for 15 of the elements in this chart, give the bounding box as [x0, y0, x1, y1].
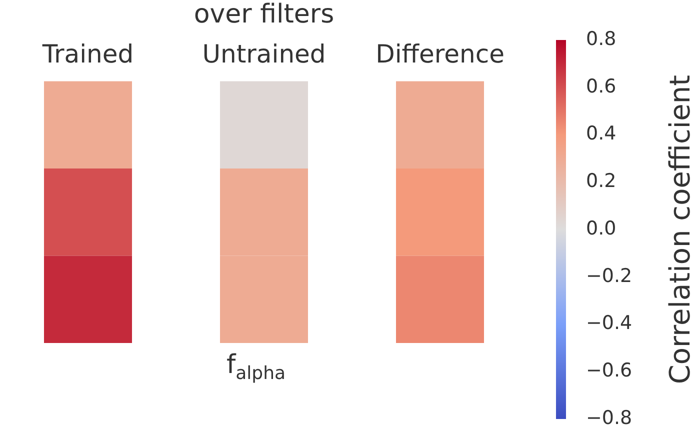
- color-bar-title: Correlation coefficient: [663, 74, 696, 384]
- color-bar-label: 0.0: [586, 217, 616, 240]
- color-bar-label: 0.4: [586, 122, 616, 145]
- color-bar-label: 0.6: [586, 75, 616, 98]
- color-bar-label: −0.6: [586, 360, 632, 382]
- color-bar-label: −0.4: [586, 312, 632, 334]
- color-bar-label: 0.8: [586, 28, 616, 50]
- color-bar-label: −0.8: [586, 406, 632, 429]
- color-bar-label: −0.2: [586, 264, 632, 287]
- color-bar-label: 0.2: [586, 170, 616, 192]
- x-tick-label: Trained: [41, 40, 134, 69]
- chart-title: over filters: [194, 0, 334, 30]
- x-tick-label: Untrained: [202, 40, 326, 69]
- x-axis-title: f$_{alpha}$: [225, 350, 287, 384]
- x-tick-label: Difference: [376, 40, 504, 69]
